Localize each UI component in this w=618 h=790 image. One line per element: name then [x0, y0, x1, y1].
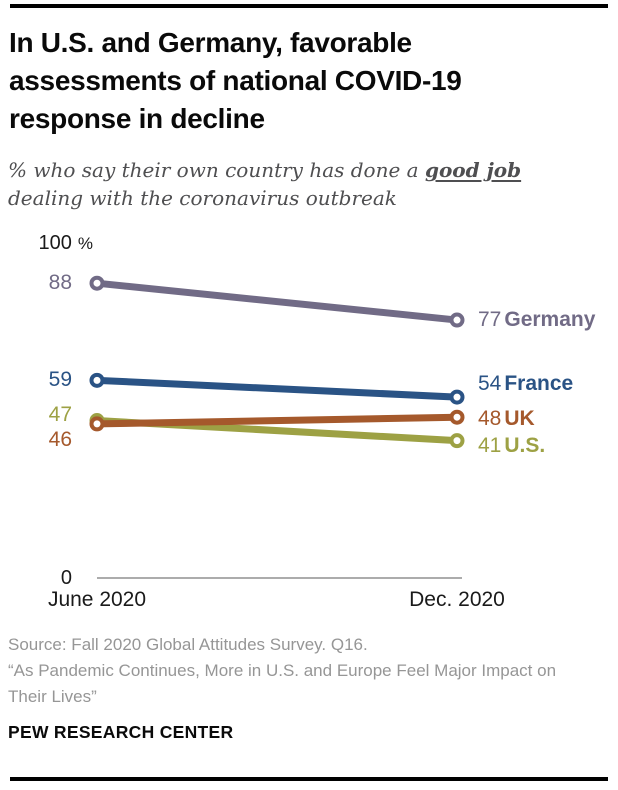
end-label-uk: 48 UK — [478, 406, 535, 432]
source-note: Source: Fall 2020 Global Attitudes Surve… — [8, 632, 573, 710]
chart-svg — [89, 275, 465, 579]
x-tick-dec-2020: Dec. 2020 — [409, 588, 505, 611]
pew-research-center-wordmark: PEW RESEARCH CENTER — [8, 722, 234, 742]
subtitle-emphasis: good job — [424, 158, 522, 182]
end-value-germany: 77 — [478, 308, 502, 332]
subtitle-line2: dealing with the coronavirus outbreak — [8, 186, 397, 210]
series-line-france — [96, 376, 458, 401]
series-france — [89, 372, 465, 405]
start-value-label-germany: 88 — [48, 271, 72, 295]
data-point-germany-0 — [89, 275, 105, 291]
end-label-germany: 77 Germany — [478, 307, 595, 333]
series-name-label-germany: Germany — [504, 308, 596, 332]
series-uk — [89, 409, 465, 432]
y-axis-max-label: 100 — [38, 232, 72, 254]
chart-subtitle: % who say their own country has done a g… — [8, 156, 588, 212]
series-name-label-france: France — [504, 372, 574, 396]
x-tick-june-2020: June 2020 — [47, 588, 147, 611]
end-label-france: 54 France — [478, 371, 573, 397]
subtitle-prefix: % who say their own country has done a — [8, 158, 425, 182]
data-point-france-0 — [89, 372, 105, 388]
source-line2: “As Pandemic Continues, More in U.S. and… — [8, 661, 557, 706]
page-title: In U.S. and Germany, favorable assessmen… — [9, 27, 462, 134]
start-value-label-us: 47 — [48, 402, 72, 426]
series-name-label-us: U.S. — [504, 433, 546, 457]
series-line-germany — [96, 279, 458, 324]
line-chart: 100 % 0 June 2020 Dec. 2020 88 77 Germany 5… — [0, 225, 618, 611]
top-divider — [10, 4, 608, 8]
end-value-uk: 48 — [478, 407, 502, 431]
data-point-germany-1 — [449, 312, 465, 328]
y-axis-zero-label: 0 — [60, 567, 72, 589]
source-line1: Source: Fall 2020 Global Attitudes Surve… — [8, 635, 368, 654]
percent-sign: % — [77, 234, 93, 253]
data-point-uk-0 — [89, 416, 105, 432]
y-axis-top-tick: 100 % — [0, 230, 94, 257]
start-value-label-france: 59 — [48, 368, 72, 392]
series-line-uk — [96, 413, 458, 428]
end-label-us: 41 U.S. — [478, 433, 545, 459]
data-point-uk-1 — [449, 409, 465, 425]
series-name-label-uk: UK — [504, 407, 535, 431]
end-value-france: 54 — [478, 372, 502, 396]
data-point-france-1 — [449, 389, 465, 405]
start-value-label-uk: 46 — [48, 427, 72, 451]
bottom-divider — [10, 777, 608, 781]
end-value-us: 41 — [478, 433, 502, 457]
series-germany — [89, 275, 465, 328]
data-point-us-1 — [449, 433, 465, 449]
